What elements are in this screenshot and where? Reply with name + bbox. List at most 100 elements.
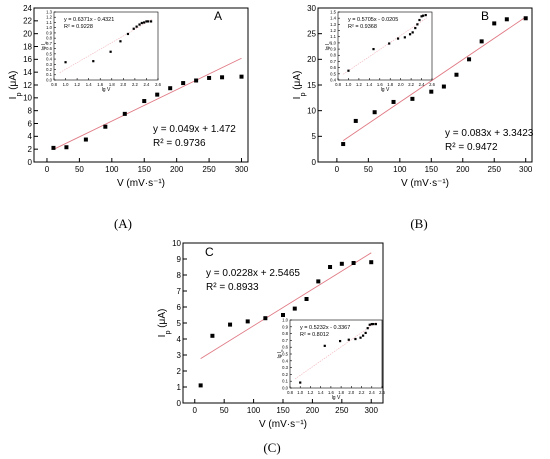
panel-c-data-point [328, 265, 333, 269]
panel-c-inset-x-label: lg V [332, 395, 341, 401]
panel-b-x-axis-label: V (mV·s⁻¹) [401, 178, 449, 189]
panel-b-inset-x-tick-label: 2.6 [429, 82, 435, 87]
panel-a-data-point [122, 111, 127, 116]
panel-a-inset-y-tick-label: 0.8 [46, 36, 52, 41]
panel-b-inset-data-point [422, 14, 425, 17]
panel-b-x-tick-label: 0 [335, 165, 340, 174]
panel-a-data-point [194, 78, 199, 83]
panel-b-inset-x-tick-label: 1.6 [377, 82, 383, 87]
panel-c-x-tick-label: 300 [365, 406, 379, 415]
panel-a-inset-equation: y = 0.6371x - 0.4321 [64, 17, 114, 23]
panel-a-data-point [181, 81, 186, 86]
panel-a-inset-data-point [135, 25, 138, 28]
panel-c-inset-data-point [359, 336, 362, 339]
panel-c-y-tick-label: 8 [177, 271, 182, 280]
panel-a-x-tick-label: 100 [105, 165, 119, 174]
panel-a-x-tick-label: 300 [235, 165, 249, 174]
panel-b-x-tick-label: 50 [364, 165, 373, 174]
panel-b-inset-data-point [411, 31, 414, 34]
panel-c: 0 50 100 150 200 250 300 0 1 2 3 4 5 6 7 8 9 10 V (mV·s⁻¹)… [157, 239, 386, 430]
panel-a-inset-data-point [132, 27, 135, 30]
panel-b-inset-y-tick-label: 0.5 [330, 71, 336, 76]
panel-b-data-point [467, 57, 472, 62]
panel-c-inset-y-tick-label: 0.9 [282, 324, 288, 329]
panel-c-data-point [281, 313, 285, 317]
caption-a: (A) [114, 216, 132, 231]
panel-a-inset-data-point [109, 50, 112, 53]
panel-a-inset-data-point [147, 20, 150, 23]
panel-a-y-tick-label: 2 [28, 145, 33, 154]
panel-c-x-tick-label: 200 [306, 406, 320, 415]
panel-b-y-tick-label: 0 [312, 158, 317, 167]
panel-b-y-tick-label: 20 [307, 55, 316, 64]
panel-a-inset-y-tick-label: 1.3 [46, 9, 52, 14]
panel-b-y-tick-label: 15 [307, 81, 316, 90]
panel-c-fit-line [200, 252, 372, 359]
panel-c-inset-y-tick-label: 0.8 [282, 331, 288, 336]
panel-c-data-point [210, 333, 215, 338]
panel-a-inset-y-tick-label: 0.3 [46, 62, 52, 67]
panel-b-inset-data-point [372, 47, 375, 51]
panel-a-inset-y-tick-label: 0.4 [46, 57, 52, 62]
panel-c-inset: 0.8 1.0 1.2 1.4 1.6 1.8 2.0 2.2 2.4 2.6 0.00.1 0.2 0… [277, 317, 386, 401]
panel-b-y-axis-label: Ip (μA) [292, 71, 307, 100]
panel-b-inset-y-tick-label: 0.6 [330, 65, 336, 70]
panel-b-inset-y-tick-label: 1.3 [330, 22, 336, 27]
panel-a-letter: A [214, 9, 222, 23]
panel-a-data-point [220, 75, 225, 80]
panel-b-inset-y-label: lg Ip [325, 42, 332, 51]
panel-b-inset-x-tick-label: 1.2 [356, 82, 362, 87]
panel-b-data-point [391, 99, 396, 104]
panel-b-data-point [353, 118, 358, 123]
panel-b-inset-data-point [388, 42, 391, 45]
panel-c-inset-x-tick-label: 1.2 [308, 390, 314, 395]
panel-b-inset-y-tick-label: 0.7 [330, 59, 336, 64]
panel-a-inset-y-tick-label: 0.0 [46, 77, 52, 82]
panel-a-inset-x-tick-label: 2.4 [144, 82, 150, 87]
panel-b-inset-x-tick-label: 0.8 [335, 82, 341, 87]
panel-b-data-point [504, 17, 509, 22]
panel-b-inset-data-point [408, 33, 412, 36]
panel-a-x-tick-label: 0 [45, 165, 50, 174]
panel-a-data-point [64, 145, 69, 150]
panel-b-y-tick-label: 25 [307, 29, 316, 38]
panel-a-inset-r2: R² = 0.9228 [64, 24, 93, 30]
panel-a-inset-data-point [149, 20, 153, 23]
panel-a-y-tick-label: 8 [28, 106, 33, 115]
panel-a-inset-y-tick-label: 1.2 [46, 15, 52, 20]
panel-c-inset-y-label: lg Ip [277, 350, 284, 359]
panel-a-data-point [168, 86, 173, 91]
panel-b-inset-x-label: lg V [381, 87, 390, 93]
panel-c-data-point [316, 279, 321, 284]
panel-a-data-point [142, 99, 147, 104]
panel-a-inset-x-tick-label: 1.0 [63, 82, 69, 87]
panel-c-inset-x-tick-label: 2.6 [379, 390, 385, 395]
panel-c-inset-x-tick-label: 0.8 [287, 390, 293, 395]
panel-c-inset-y-tick-label: 0.0 [282, 385, 288, 390]
panel-b-inset-y-tick-label: 0.9 [330, 47, 336, 52]
panel-a-y-tick-label: 24 [23, 4, 32, 13]
panel-a-inset-y-label: lg Ip [41, 42, 48, 51]
caption-c: (C) [263, 440, 280, 455]
panel-c-inset-data-point [370, 322, 373, 326]
panel-b-inset-y-tick-label: 1.2 [330, 28, 336, 33]
panel-c-inset-data-point [366, 327, 369, 330]
panel-a-data-point [83, 137, 88, 142]
panel-b-equation: y = 0.083x + 3.3423 [445, 128, 534, 139]
panel-b-inset-y-tick-label: 1.1 [330, 34, 336, 39]
panel-b-y-tick-label: 5 [312, 132, 317, 141]
panel-a-inset-x-tick-label: 1.8 [109, 82, 115, 87]
panel-c-y-tick-label: 1 [177, 383, 182, 392]
panel-c-y-tick-label: 10 [172, 239, 181, 248]
panel-c-inset-data-point [361, 334, 365, 337]
panel-c-y-tick-label: 7 [177, 287, 182, 296]
panel-b-r2: R² = 0.9472 [445, 142, 498, 153]
panel-a-y-tick-label: 4 [28, 132, 33, 141]
panel-b-inset-y-tick-label: 1.0 [330, 40, 336, 45]
panel-b: 0 50 100 150 200 250 300 0 5 10 15 20 25 30 V (mV·s⁻¹)… [292, 4, 534, 189]
panel-c-inset-x-tick-label: 1.8 [338, 390, 344, 395]
panel-a-inset-y-tick-label: 0.2 [46, 67, 52, 72]
panel-b-y-tick-label: 10 [307, 106, 316, 115]
panel-c-x-axis-label: V (mV·s⁻¹) [259, 419, 307, 430]
panel-b-y-tick-label: 30 [307, 4, 316, 13]
